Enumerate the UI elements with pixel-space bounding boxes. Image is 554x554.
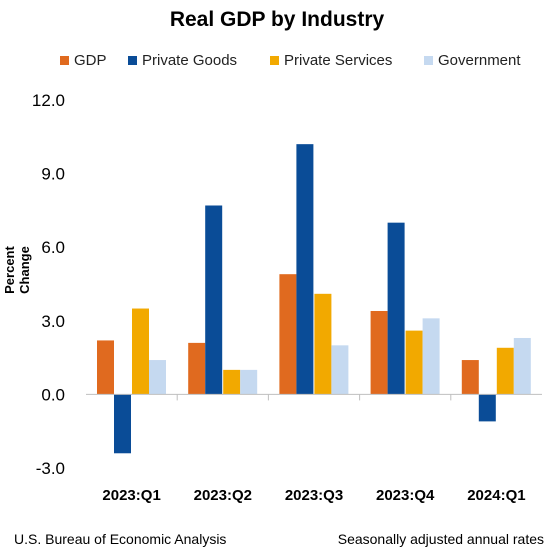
x-tick-label: 2023:Q2 xyxy=(194,487,252,504)
bar-private-services-2024-q1 xyxy=(496,347,514,395)
bar-private-services-2023-q4 xyxy=(405,330,423,395)
bar-private-services-2023-q2 xyxy=(223,369,241,395)
legend-swatch-gdp xyxy=(60,56,69,65)
bar-private-goods-2024-q1 xyxy=(478,394,496,422)
bar-private-goods-2023-q1 xyxy=(114,394,131,454)
bar-private-goods-2023-q2 xyxy=(205,205,223,395)
chart-legend: GDP Private Goods Private Services Gover… xyxy=(0,52,554,72)
x-tick-label: 2023:Q1 xyxy=(102,487,160,504)
y-tick-label: 3.0 xyxy=(41,312,65,331)
bar-gdp-2023-q3 xyxy=(279,274,297,395)
y-tick-label: 9.0 xyxy=(41,165,65,184)
bar-gdp-2024-q1 xyxy=(461,360,479,395)
y-tick-label: 6.0 xyxy=(41,238,65,257)
legend-item-private-goods: Private Goods xyxy=(128,52,237,69)
bar-gdp-2023-q2 xyxy=(188,342,206,395)
legend-swatch-private-goods xyxy=(128,56,137,65)
bar-government-2024-q1 xyxy=(513,337,531,395)
bar-private-services-2023-q3 xyxy=(314,293,332,395)
bar-government-2023-q4 xyxy=(422,318,440,395)
bar-gdp-2023-q4 xyxy=(370,310,388,395)
adjustment-note: Seasonally adjusted annual rates xyxy=(337,531,544,547)
legend-label-private-goods: Private Goods xyxy=(142,52,238,69)
legend-item-private-services: Private Services xyxy=(270,52,392,69)
y-tick-label: 12.0 xyxy=(32,91,65,110)
x-axis-ticks: 2023:Q1 2023:Q2 2023:Q3 2023:Q4 2024:Q1 xyxy=(102,487,525,504)
x-axis-separators xyxy=(176,394,452,401)
bar-government-2023-q2 xyxy=(240,369,258,395)
source-note: U.S. Bureau of Economic Analysis xyxy=(14,531,227,547)
y-axis-ticks: -3.0 0.0 3.0 6.0 9.0 12.0 xyxy=(32,91,65,478)
x-tick-label: 2023:Q4 xyxy=(376,487,435,504)
chart-title: Real GDP by Industry xyxy=(169,8,385,31)
bars xyxy=(97,144,531,454)
legend-swatch-private-services xyxy=(270,56,279,65)
x-tick-label: 2024:Q1 xyxy=(467,487,525,504)
bar-private-goods-2023-q3 xyxy=(296,144,314,395)
legend-item-gdp: GDP xyxy=(60,52,107,69)
x-tick-label: 2023:Q3 xyxy=(285,487,343,504)
legend-item-government: Government xyxy=(424,52,521,69)
bar-gdp-2023-q1 xyxy=(97,340,114,395)
bar-government-2023-q3 xyxy=(331,345,349,395)
bar-private-goods-2023-q4 xyxy=(387,222,405,395)
legend-label-government: Government xyxy=(438,52,521,69)
legend-swatch-government xyxy=(424,56,433,65)
y-tick-label: 0.0 xyxy=(41,385,65,404)
y-tick-label: -3.0 xyxy=(36,459,65,478)
legend-label-private-services: Private Services xyxy=(284,52,393,69)
bar-government-2023-q1 xyxy=(149,360,166,395)
legend-label-gdp: GDP xyxy=(74,52,107,69)
bar-private-services-2023-q1 xyxy=(132,308,149,395)
